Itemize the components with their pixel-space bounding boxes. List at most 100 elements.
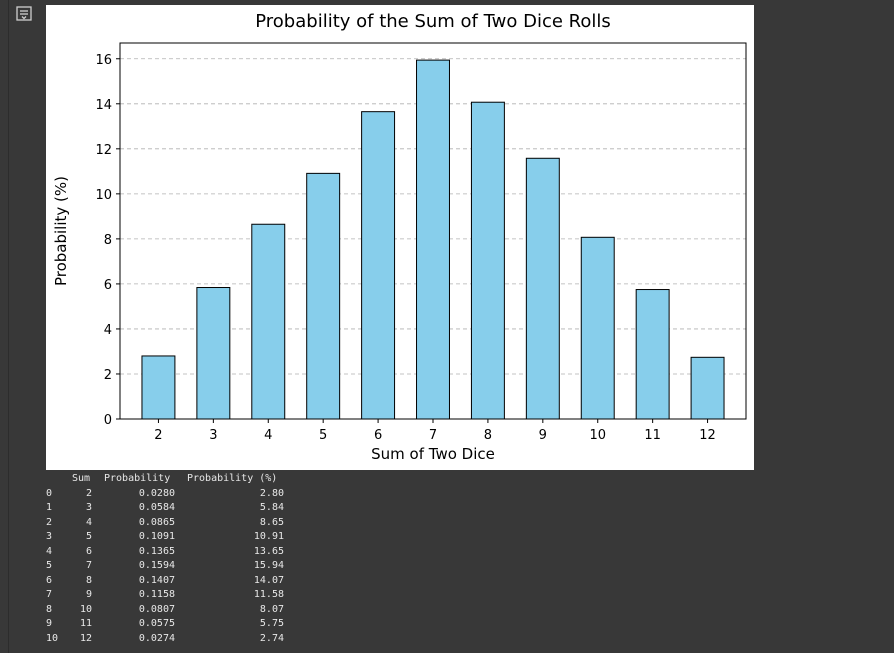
bar-sum-5 (306, 172, 341, 420)
bar-sum-3 (196, 287, 231, 420)
x-tick-label: 12 (699, 428, 716, 443)
row-index: 0 (46, 487, 53, 499)
table-header-row: Sum Probability Probability (%) (46, 472, 277, 487)
row-index: 8 (46, 603, 53, 615)
bar-sum-7 (416, 59, 450, 420)
x-tick-label: 4 (264, 428, 272, 443)
cell-probability-percent: 8.65 (259, 516, 284, 528)
table-row: 10 12 0.0274 2.74 (46, 632, 284, 647)
chart-figure: 0 2 4 6 8 10 12 14 16 2 3 4 5 6 7 8 9 10 11 12 Probability… (46, 5, 754, 470)
table-row: 8 10 0.0807 8.07 (46, 603, 284, 618)
cell-sum: 8 (85, 574, 92, 586)
cell-probability-percent: 10.91 (253, 531, 284, 542)
bar-chart: 0 2 4 6 8 10 12 14 16 2 3 4 5 6 7 8 9 10 11 12 Probability… (52, 11, 747, 463)
cell-probability-percent: 8.07 (259, 603, 284, 615)
row-index: 10 (46, 632, 59, 644)
gutter-divider (8, 0, 9, 653)
cell-probability-percent: 14.07 (253, 574, 284, 586)
bar-sum-8 (470, 101, 505, 420)
cell-probability: 0.1365 (138, 545, 175, 557)
output-toggle-icon[interactable] (14, 4, 36, 24)
table-row: 0 2 0.0280 2.80 (46, 487, 284, 502)
column-header-sum: Sum (72, 473, 91, 484)
column-header-probability-percent: Probability (%) (187, 473, 278, 484)
table-row: 1 3 0.0584 5.84 (46, 501, 284, 516)
cell-sum: 5 (85, 531, 92, 542)
y-tick-label: 14 (95, 98, 112, 113)
bar-sum-6 (361, 111, 396, 420)
y-tick-label: 4 (104, 323, 112, 338)
x-tick-label: 10 (589, 428, 606, 443)
y-axis-label: Probability (%) (52, 176, 70, 286)
x-tick-layer: 2 3 4 5 6 7 8 9 10 11 12 (154, 419, 716, 443)
bar-sum-4 (251, 223, 286, 420)
chart-title: Probability of the Sum of Two Dice Rolls (255, 11, 610, 32)
cell-probability-percent: 2.74 (259, 632, 284, 644)
cell-probability: 0.0274 (138, 632, 175, 644)
y-tick-label: 16 (95, 53, 112, 68)
y-tick-label: 10 (95, 188, 112, 203)
cell-probability: 0.0575 (138, 618, 175, 629)
cell-probability-percent: 2.80 (259, 487, 284, 499)
row-index: 2 (46, 516, 53, 528)
y-tick-label: 2 (104, 368, 112, 383)
cell-probability: 0.0280 (138, 487, 175, 499)
x-tick-label: 11 (644, 428, 661, 443)
x-axis-label: Sum of Two Dice (371, 445, 495, 463)
table-row: 2 4 0.0865 8.65 (46, 516, 284, 531)
bar-sum-9 (525, 157, 560, 420)
row-index: 7 (46, 589, 53, 600)
row-index: 5 (46, 560, 53, 571)
y-tick-layer: 0 2 4 6 8 10 12 14 16 (95, 53, 120, 428)
column-header-probability: Probability (104, 473, 171, 484)
x-tick-label: 8 (484, 428, 492, 443)
cell-sum: 11 (79, 618, 92, 629)
x-tick-label: 3 (209, 428, 217, 443)
y-tick-label: 0 (104, 413, 112, 428)
x-tick-label: 7 (429, 428, 437, 443)
cell-probability-percent: 5.75 (259, 618, 284, 629)
cell-sum: 9 (85, 589, 92, 600)
cell-sum: 12 (79, 632, 92, 644)
cell-sum: 4 (85, 516, 92, 528)
table-row: 5 7 0.1594 15.94 (46, 559, 284, 574)
cell-sum: 10 (79, 603, 92, 615)
cell-probability: 0.0807 (138, 603, 175, 615)
cell-probability: 0.1594 (138, 560, 175, 571)
x-tick-label: 6 (374, 428, 382, 443)
cell-probability-percent: 13.65 (253, 545, 284, 557)
cell-sum: 3 (85, 502, 92, 513)
dataframe-output: Sum Probability Probability (%) 0 2 0.0280… (46, 472, 284, 647)
x-tick-label: 5 (319, 428, 327, 443)
table-row: 6 8 0.1407 14.07 (46, 574, 284, 589)
output-gutter (0, 0, 46, 653)
x-tick-label: 2 (154, 428, 162, 443)
cell-probability-percent: 5.84 (259, 502, 284, 513)
bar-sum-10 (580, 236, 615, 420)
x-tick-label: 9 (539, 428, 547, 443)
row-index: 6 (46, 574, 53, 586)
table-body: 0 2 0.0280 2.80 1 3 0.0584 5.84 2 4 0.0865 8.65 3 5 0.… (46, 487, 284, 647)
cell-probability: 0.0865 (138, 516, 175, 528)
bar-sum-12 (690, 356, 725, 420)
cell-probability: 0.1091 (138, 531, 175, 542)
cell-sum: 2 (85, 487, 92, 499)
bar-layer (141, 59, 725, 420)
cell-sum: 7 (85, 560, 92, 571)
cell-probability-percent: 15.94 (253, 560, 284, 571)
table-row: 4 6 0.1365 13.65 (46, 545, 284, 560)
y-tick-label: 12 (95, 143, 112, 158)
bar-sum-11 (635, 289, 670, 420)
y-tick-label: 6 (104, 278, 112, 293)
row-index: 1 (46, 502, 53, 513)
cell-probability: 0.1407 (138, 574, 175, 586)
row-index: 3 (46, 531, 53, 542)
cell-probability: 0.1158 (138, 589, 175, 600)
row-index: 9 (46, 618, 53, 629)
cell-sum: 6 (85, 545, 92, 557)
table-row: 3 5 0.1091 10.91 (46, 530, 284, 545)
table-row: 7 9 0.1158 11.58 (46, 588, 284, 603)
table-row: 9 11 0.0575 5.75 (46, 617, 284, 632)
bar-sum-2 (141, 355, 176, 420)
y-tick-label: 8 (104, 233, 112, 248)
